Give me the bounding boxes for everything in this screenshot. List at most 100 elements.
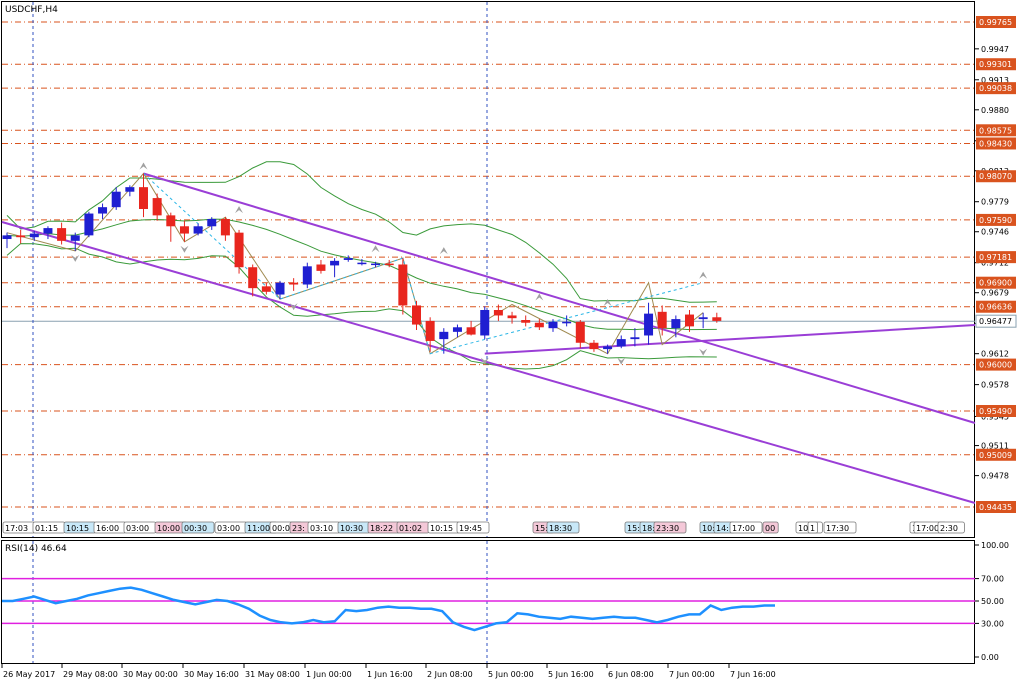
time-tag-label: 23:30 xyxy=(656,524,679,533)
time-tick-label: 1 Jun 00:00 xyxy=(306,670,352,679)
fractal-down-icon xyxy=(289,303,298,311)
current-price-label: 0.96477 xyxy=(979,317,1012,326)
bear-candle xyxy=(466,327,476,335)
bull-candle xyxy=(98,207,108,214)
zigzag-indicator xyxy=(6,172,704,355)
time-tag-label: 15: xyxy=(627,524,640,533)
time-tick-label: 1 Jun 16:00 xyxy=(367,670,413,679)
time-tag-label: 19:45 xyxy=(459,524,482,533)
price-tick-label: 0.9712 xyxy=(981,259,1009,268)
time-tag-box xyxy=(181,521,215,534)
bull-candle xyxy=(275,282,285,295)
level-price-label: 0.99038 xyxy=(979,84,1012,93)
level-price-box xyxy=(976,213,1016,226)
fractal-down-icon xyxy=(180,245,189,253)
bull-candle xyxy=(698,317,708,320)
bull-candle xyxy=(125,187,135,192)
bear-candle xyxy=(712,317,722,321)
trend-channel[interactable] xyxy=(1,172,976,504)
support-trendline[interactable] xyxy=(484,324,976,355)
price-tick-label: 0.9679 xyxy=(981,289,1009,298)
fractal-up-icon xyxy=(139,162,148,170)
bull-candle xyxy=(70,235,80,241)
bull-candle xyxy=(452,327,462,332)
level-price-box xyxy=(976,501,1016,513)
level-price-label: 0.94435 xyxy=(979,503,1012,512)
time-tag-label: 10:1 xyxy=(798,524,816,533)
bull-candle xyxy=(302,266,312,285)
level-price-label: 0.96900 xyxy=(979,279,1012,288)
time-tag-label: 18:22 xyxy=(370,524,393,533)
time-tick-label: 29 May 08:00 xyxy=(63,670,118,679)
bollinger-lower xyxy=(6,243,717,370)
level-price-box xyxy=(976,170,1016,183)
level-price-label: 0.96636 xyxy=(979,303,1012,312)
bear-candle xyxy=(261,286,271,292)
bear-candle xyxy=(234,232,244,268)
bull-candle xyxy=(343,258,353,260)
time-tag-label: 01:02 xyxy=(399,524,422,533)
rsi-tick-label: 70.00 xyxy=(981,575,1004,584)
level-price-box xyxy=(976,137,1016,150)
time-tag-box xyxy=(762,521,779,534)
rsi-title: RSI(14) 46.64 xyxy=(5,544,67,554)
time-tag-label: 15: xyxy=(535,524,548,533)
fractal-down-icon xyxy=(699,348,708,356)
time-tag-box xyxy=(729,521,763,534)
level-price-box xyxy=(976,251,1016,264)
time-tag-label: 14: xyxy=(716,524,729,533)
price-axis: 0.99470.99130.98800.98460.98130.97790.97… xyxy=(975,16,1017,513)
bull-candle xyxy=(193,226,203,234)
fractal-up-icon xyxy=(699,271,708,279)
time-tick-label: 5 Jun 16:00 xyxy=(548,670,594,679)
chart-title: USDCHF,H4 xyxy=(5,5,58,15)
time-tag-label: 2:30 xyxy=(940,524,958,533)
bull-candle xyxy=(480,309,490,336)
time-tag-label: 1 xyxy=(810,524,815,533)
bull-candle xyxy=(644,313,654,336)
level-price-label: 0.95009 xyxy=(979,451,1012,460)
price-tick-label: 0.9578 xyxy=(981,381,1009,390)
bear-candle xyxy=(316,264,326,271)
bull-candle xyxy=(29,233,39,238)
time-tag-box xyxy=(807,521,819,534)
level-price-label: 0.98575 xyxy=(979,126,1012,135)
rsi-tick-label: 100.00 xyxy=(981,541,1009,550)
fractal-markers xyxy=(71,162,708,365)
bull-candle xyxy=(84,213,94,236)
bear-candle xyxy=(384,263,394,266)
price-tick-label: 0.9947 xyxy=(981,45,1009,54)
bull-candle xyxy=(330,260,340,266)
level-price-box xyxy=(976,405,1016,418)
time-tag-label: 10: xyxy=(702,524,715,533)
fractal-up-icon xyxy=(439,247,448,255)
bull-candle xyxy=(357,262,367,265)
time-tick-label: 7 Jun 00:00 xyxy=(669,670,715,679)
time-tag-label: 00 xyxy=(765,524,775,533)
bull-candle xyxy=(671,319,681,329)
bull-candle xyxy=(43,228,53,234)
rsi-tick-label: 30.00 xyxy=(981,619,1004,628)
bull-candle xyxy=(2,235,12,240)
time-tag-label: 18: xyxy=(642,524,655,533)
bull-candle xyxy=(562,321,572,324)
time-tag-label: 18:30 xyxy=(549,524,572,533)
time-tag-label: 17:00 xyxy=(732,524,755,533)
level-price-box xyxy=(976,16,1016,28)
time-tag-label: 01:15 xyxy=(35,524,58,533)
level-price-label: 0.98070 xyxy=(979,172,1012,181)
time-tick-label: 6 Jun 08:00 xyxy=(608,670,654,679)
level-price-box xyxy=(976,300,1016,313)
main-plot-frame xyxy=(1,1,975,538)
level-price-box xyxy=(976,82,1016,95)
channel-upper-line[interactable] xyxy=(143,172,976,424)
level-price-label: 0.96000 xyxy=(979,361,1012,370)
channel-lower-line[interactable] xyxy=(1,221,976,504)
vertical-dashed-lines xyxy=(32,2,488,663)
time-tag-label: 10:30 xyxy=(340,524,363,533)
time-tag-label: 17:00 xyxy=(916,524,939,533)
bull-candle xyxy=(111,191,121,208)
price-tick-label: 0.9779 xyxy=(981,198,1009,207)
